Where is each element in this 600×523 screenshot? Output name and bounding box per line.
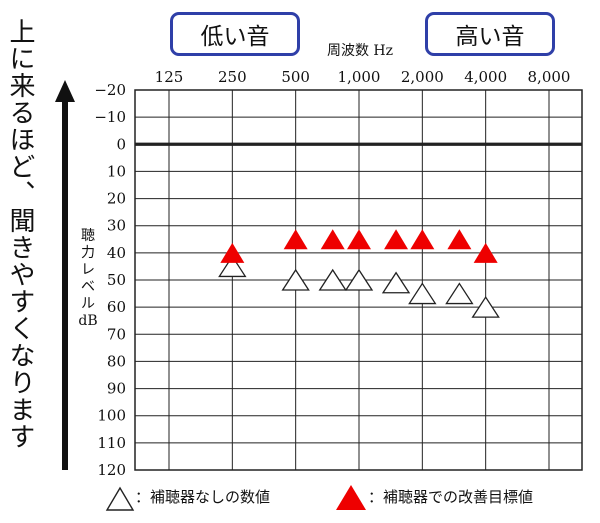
- open-triangle-marker: [381, 271, 411, 294]
- legend-target: ：補聴器での改善目標値: [368, 488, 534, 506]
- y-tick-label: 20: [107, 190, 126, 208]
- x-tick-label: 500: [281, 68, 310, 86]
- y-axis-label-char: 聴: [81, 228, 95, 244]
- up-arrow: [55, 80, 75, 470]
- open-triangle-marker: [318, 268, 347, 291]
- y-tick-label: 60: [107, 298, 126, 316]
- x-tick-label: 4,000: [464, 68, 507, 86]
- y-tick-label: −10: [94, 108, 126, 126]
- y-tick-label: 70: [107, 325, 126, 343]
- open-triangle-marker: [344, 268, 374, 291]
- x-axis-label: 周波数 Hz: [327, 43, 393, 59]
- y-axis-label-char: ベ: [81, 279, 95, 295]
- y-tick-label: 80: [107, 352, 126, 370]
- y-tick-label: 110: [97, 434, 126, 452]
- legend-open-triangle-icon: [105, 486, 135, 511]
- grid: [134, 89, 583, 471]
- x-tick-label: 2,000: [401, 68, 444, 86]
- x-tick-label: 250: [218, 68, 247, 86]
- filled-triangle-marker: [473, 242, 498, 263]
- legend-filled-triangle-icon: [336, 485, 366, 510]
- y-axis-label-char: dB: [78, 313, 97, 329]
- y-tick-label: 120: [97, 461, 126, 479]
- open-triangle-marker: [408, 282, 437, 305]
- y-axis-label-char: 力: [81, 245, 95, 261]
- open-triangle-marker: [445, 282, 474, 305]
- y-tick-label: 10: [107, 162, 126, 180]
- y-tick-labels: −20 −10 0 10 20 30 40 50 60 70 80 90 100 110 120: [94, 81, 126, 479]
- high-frequency-label: 高い音: [425, 12, 555, 56]
- filled-triangle-marker: [410, 229, 435, 250]
- x-tick-label: 8,000: [528, 68, 571, 86]
- y-tick-label: 90: [107, 380, 126, 398]
- y-axis-label-char: ル: [81, 296, 95, 312]
- y-axis-label-char: レ: [81, 262, 95, 278]
- x-tick-label: 1,000: [338, 68, 381, 86]
- open-triangle-marker: [281, 268, 310, 291]
- filled-triangle-marker: [347, 229, 371, 250]
- x-tick-label: 125: [155, 68, 184, 86]
- filled-triangle-marker: [220, 242, 245, 263]
- y-tick-label: −20: [94, 81, 126, 99]
- filled-triangle-marker: [384, 229, 409, 250]
- side-note: 上に来るほど、聞きやすくなります: [5, 18, 35, 450]
- y-tick-label: 40: [107, 244, 126, 262]
- y-tick-label: 30: [107, 217, 126, 235]
- open-triangle-marker: [471, 295, 500, 318]
- filled-triangle-marker: [447, 229, 472, 250]
- x-tick-labels: 125 250 500 1,000 2,000 4,000 8,000: [155, 68, 571, 86]
- open-triangle-marker: [218, 255, 247, 278]
- low-frequency-label: 低い音: [170, 12, 300, 56]
- y-tick-label: 100: [97, 407, 126, 425]
- y-tick-label: 50: [107, 271, 126, 289]
- legend-without-aid: ：補聴器なしの数値: [135, 488, 271, 506]
- data-markers: [218, 229, 500, 318]
- filled-triangle-marker: [320, 229, 345, 250]
- filled-triangle-marker: [283, 229, 308, 250]
- y-tick-label: 0: [116, 135, 126, 153]
